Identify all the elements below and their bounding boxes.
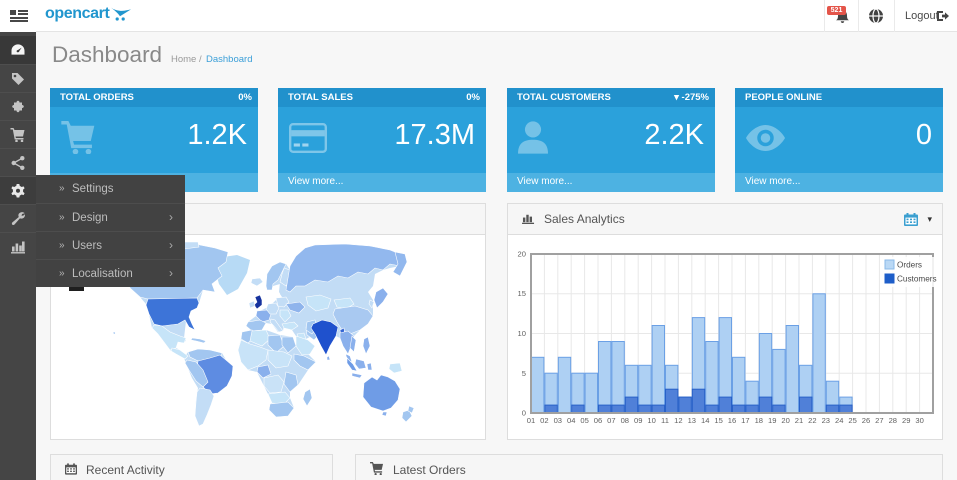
svg-text:14: 14 — [701, 416, 709, 425]
svg-text:05: 05 — [580, 416, 588, 425]
svg-text:29: 29 — [902, 416, 910, 425]
svg-text:10: 10 — [647, 416, 655, 425]
svg-text:07: 07 — [607, 416, 615, 425]
svg-text:22: 22 — [808, 416, 816, 425]
svg-text:28: 28 — [889, 416, 897, 425]
svg-text:10: 10 — [518, 329, 526, 338]
svg-text:16: 16 — [728, 416, 736, 425]
svg-text:15: 15 — [714, 416, 722, 425]
svg-text:20: 20 — [781, 416, 789, 425]
svg-text:12: 12 — [674, 416, 682, 425]
svg-text:09: 09 — [634, 416, 642, 425]
svg-text:15: 15 — [518, 289, 526, 298]
svg-text:19: 19 — [768, 416, 776, 425]
svg-text:0: 0 — [522, 409, 526, 418]
svg-text:17: 17 — [741, 416, 749, 425]
svg-text:08: 08 — [621, 416, 629, 425]
svg-text:02: 02 — [540, 416, 548, 425]
svg-text:30: 30 — [915, 416, 923, 425]
svg-text:25: 25 — [848, 416, 856, 425]
svg-text:01: 01 — [527, 416, 535, 425]
svg-text:Orders: Orders — [897, 261, 922, 270]
svg-text:Customers: Customers — [897, 275, 937, 284]
svg-text:20: 20 — [518, 250, 526, 259]
svg-text:18: 18 — [755, 416, 763, 425]
svg-text:26: 26 — [862, 416, 870, 425]
svg-text:5: 5 — [522, 369, 526, 378]
svg-text:03: 03 — [554, 416, 562, 425]
svg-text:04: 04 — [567, 416, 575, 425]
svg-text:21: 21 — [795, 416, 803, 425]
svg-text:24: 24 — [835, 416, 843, 425]
svg-text:11: 11 — [661, 416, 669, 425]
svg-text:23: 23 — [822, 416, 830, 425]
svg-text:06: 06 — [594, 416, 602, 425]
svg-text:13: 13 — [688, 416, 696, 425]
svg-text:27: 27 — [875, 416, 883, 425]
